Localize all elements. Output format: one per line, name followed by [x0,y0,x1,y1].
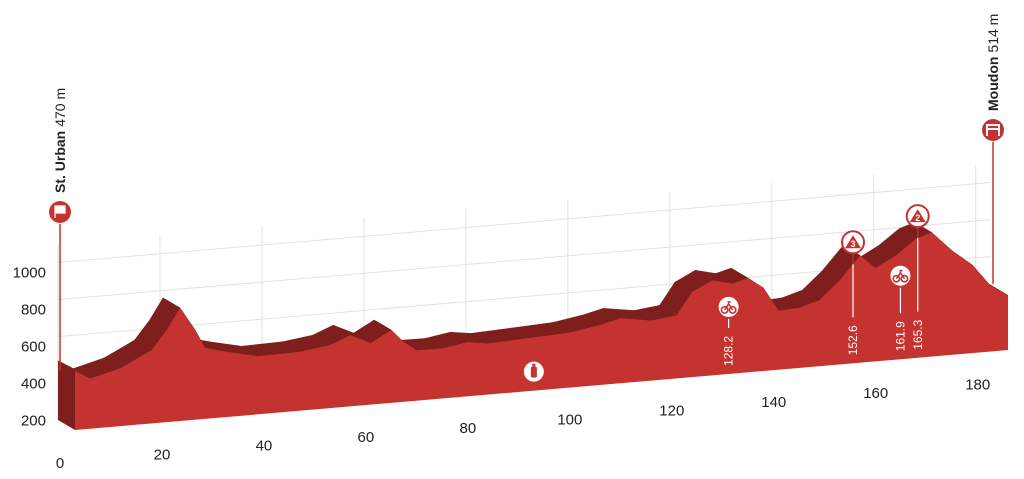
x-tick-label: 140 [761,394,786,411]
marker-icon [888,263,913,288]
finish-marker: Moudon 514 m [982,14,1004,285]
x-tick-label: 180 [965,376,990,393]
start-name: St. Urban [52,131,68,193]
grid-line [57,182,992,264]
x-tick-label: 160 [863,385,888,402]
x-tick-label: 80 [460,420,477,437]
y-tick-label: 1000 [13,265,46,282]
marker-km-label: 128.2 [722,336,736,366]
start-marker: St. Urban 470 m [49,88,71,371]
markers: 128.2 3 152.6 161.9 2 165.3 [521,204,930,384]
icon-wheel [728,305,737,314]
marker-feed [521,359,546,384]
icon-wheel [892,274,901,283]
icon-frame [895,269,906,280]
finish-name: Moudon [985,57,1001,111]
start-elevation: 470 m [52,88,68,127]
marker-sprint: 128.2 [716,294,741,366]
profile-area [75,232,1008,430]
profile-front [75,232,1008,430]
icon-bottle [530,366,537,378]
y-tick-label: 800 [21,302,46,319]
x-tick-label: 40 [256,438,273,455]
labels: 200 400 600 800 1000 0 20 40 60 80 100 120 140 160 180… [13,14,1004,472]
y-tick-label: 600 [21,339,46,356]
icon-frame [723,301,734,311]
y-tick-label: 400 [21,376,46,393]
x-tick-label: 0 [56,455,64,472]
x-tick-label: 100 [557,411,582,428]
grid-line [57,219,992,301]
icon-wheel [720,305,729,314]
icon-mountain [845,235,862,249]
icon-wheel [900,274,909,283]
marker-icon [716,294,741,319]
x-tick-label: 120 [659,403,684,420]
finish-label: Moudon 514 m [985,14,1001,111]
kom-category: 2 [915,213,920,223]
icon-flag [54,205,66,218]
finish-elevation: 514 m [985,14,1001,53]
profile-side-left [58,360,75,430]
marker-km-label: 152.6 [846,325,860,355]
start-label: St. Urban 470 m [52,88,68,193]
x-tick-label: 20 [154,446,171,463]
marker-kom: 3 152.6 [841,230,866,355]
marker-sprint: 161.9 [888,263,913,351]
x-tick-label: 60 [358,429,375,446]
kom-category: 3 [851,239,856,249]
icon-cap [532,363,536,367]
y-tick-label: 200 [21,413,46,430]
icon-mountain [909,209,926,223]
marker-km-label: 165.3 [911,319,925,349]
icon-gate [986,124,1000,136]
marker-kom: 2 165.3 [905,204,930,350]
marker-km-label: 161.9 [893,321,907,351]
